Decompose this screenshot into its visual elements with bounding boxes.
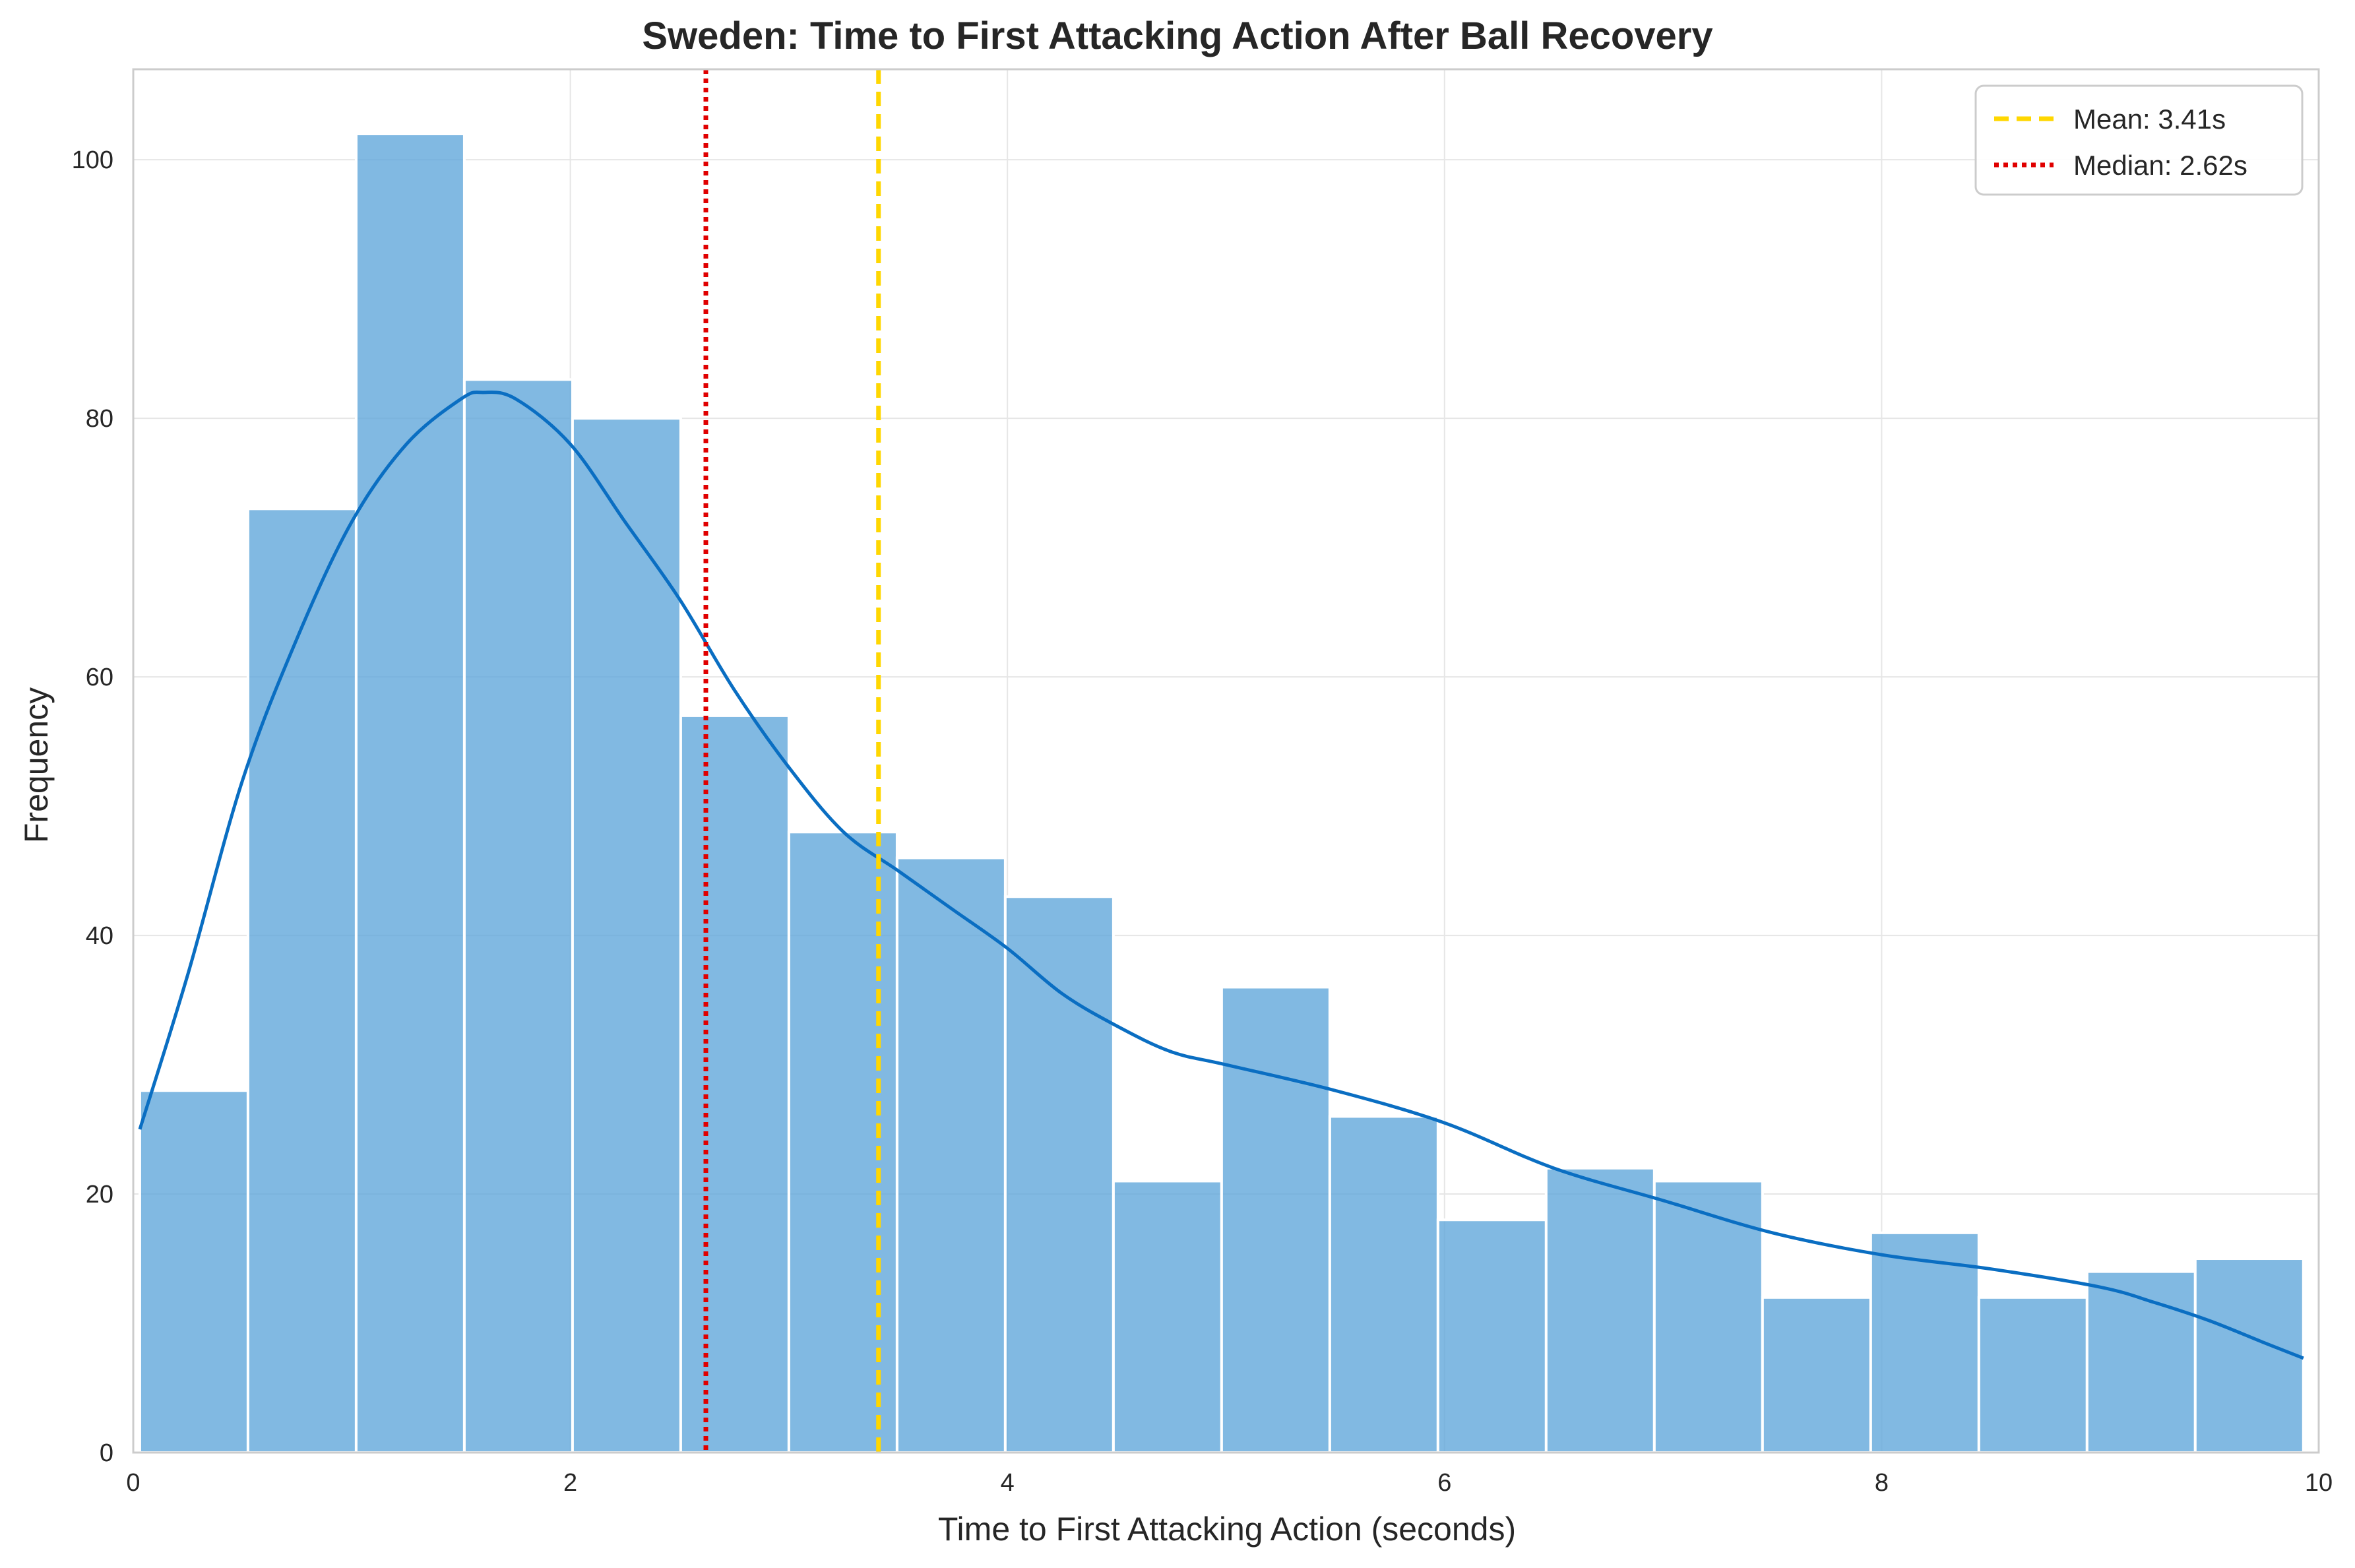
histogram-bar (571, 417, 682, 1454)
axes-layer (132, 68, 2320, 1454)
y-tick-label: 100 (72, 146, 113, 174)
y-tick-label: 40 (86, 922, 113, 950)
histogram-bar (1436, 1218, 1548, 1454)
x-tick-label: 2 (563, 1469, 577, 1497)
histogram-bar (679, 714, 790, 1454)
histogram-bar (1869, 1231, 1980, 1454)
histogram-bar (1544, 1166, 1656, 1454)
histogram-bar (354, 132, 466, 1455)
histogram-bar (1328, 1115, 1439, 1454)
x-tick-label: 8 (1875, 1469, 1889, 1497)
y-tick-label: 20 (86, 1181, 113, 1208)
kde-layer (138, 391, 2304, 1360)
histogram-bar (1112, 1179, 1223, 1454)
legend-median-label: Median: 2.62s (2073, 150, 2247, 181)
x-tick-label: 10 (2305, 1469, 2333, 1497)
y-tick-label: 0 (100, 1439, 113, 1467)
histogram-bar (462, 378, 574, 1455)
histogram-bar (1220, 986, 1331, 1454)
y-tick-label: 60 (86, 664, 113, 691)
histogram-bar (1761, 1296, 1872, 1454)
histogram-bar (1652, 1179, 1764, 1454)
histogram-bar (246, 507, 358, 1454)
legend: Mean: 3.41s Median: 2.62s (1974, 84, 2304, 196)
histogram-bar (1003, 895, 1115, 1454)
histogram-bar (2085, 1270, 2197, 1455)
chart-title: Sweden: Time to First Attacking Action A… (642, 15, 1712, 57)
y-tick-label: 80 (86, 405, 113, 433)
histogram-bar (138, 1089, 249, 1454)
plot-frame (132, 68, 2320, 1454)
histogram-bar (2193, 1257, 2305, 1455)
kde-curve (138, 391, 2304, 1360)
bars-layer (138, 132, 2305, 1455)
x-axis-label: Time to First Attacking Action (seconds) (938, 1511, 1516, 1548)
reference-lines (703, 69, 881, 1453)
y-axis-label: Frequency (18, 687, 55, 843)
x-tick-label: 6 (1437, 1469, 1451, 1497)
legend-mean-label: Mean: 3.41s (2073, 104, 2226, 135)
legend-box (1974, 84, 2304, 196)
x-tick-label: 0 (126, 1469, 140, 1497)
histogram-bar (1977, 1296, 2088, 1454)
x-tick-label: 4 (1001, 1469, 1015, 1497)
histogram-bar (895, 856, 1007, 1454)
histogram-bar (787, 831, 898, 1454)
